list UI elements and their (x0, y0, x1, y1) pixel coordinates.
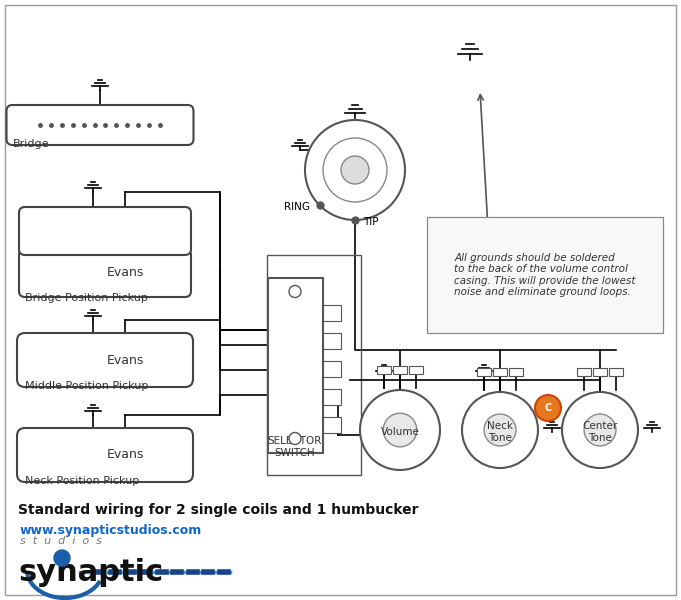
FancyBboxPatch shape (323, 417, 340, 433)
FancyBboxPatch shape (609, 368, 623, 376)
FancyBboxPatch shape (509, 368, 523, 376)
Text: Evans: Evans (106, 353, 144, 367)
Circle shape (341, 156, 369, 184)
FancyBboxPatch shape (323, 305, 340, 321)
FancyBboxPatch shape (493, 368, 507, 376)
Text: www.synapticstudios.com: www.synapticstudios.com (20, 524, 202, 537)
FancyBboxPatch shape (377, 366, 391, 374)
Circle shape (484, 414, 516, 446)
FancyBboxPatch shape (323, 361, 340, 377)
Text: RING: RING (284, 202, 310, 212)
Circle shape (584, 414, 616, 446)
FancyBboxPatch shape (323, 389, 340, 405)
FancyBboxPatch shape (17, 333, 193, 387)
FancyBboxPatch shape (19, 249, 191, 297)
Circle shape (305, 120, 405, 220)
Text: Evans: Evans (106, 449, 144, 461)
FancyBboxPatch shape (577, 368, 591, 376)
Text: synaptic: synaptic (18, 558, 163, 587)
Circle shape (562, 392, 638, 468)
FancyBboxPatch shape (268, 277, 323, 452)
Text: Evans: Evans (106, 266, 144, 280)
FancyBboxPatch shape (323, 333, 340, 349)
Text: Volume: Volume (381, 427, 419, 437)
Text: SELECTOR
SWITCH: SELECTOR SWITCH (268, 436, 322, 457)
Text: All grounds should be soldered
to the back of the volume control
casing. This wi: All grounds should be soldered to the ba… (454, 253, 636, 298)
Text: Bridge: Bridge (12, 139, 49, 149)
FancyBboxPatch shape (17, 428, 193, 482)
Text: s  t  u  d  i  o  s: s t u d i o s (20, 536, 102, 546)
Circle shape (323, 138, 387, 202)
Text: TIP: TIP (363, 217, 379, 227)
FancyBboxPatch shape (477, 368, 491, 376)
Text: C: C (544, 403, 552, 413)
FancyBboxPatch shape (393, 366, 407, 374)
FancyBboxPatch shape (7, 105, 193, 145)
Circle shape (289, 286, 301, 298)
Circle shape (360, 390, 440, 470)
Text: Neck Position Pickup: Neck Position Pickup (25, 476, 139, 486)
Circle shape (462, 392, 538, 468)
Text: Center
Tone: Center Tone (582, 421, 618, 443)
Text: Neck
Tone: Neck Tone (487, 421, 513, 443)
FancyBboxPatch shape (427, 217, 663, 333)
Circle shape (289, 433, 301, 445)
FancyBboxPatch shape (593, 368, 607, 376)
Circle shape (54, 550, 70, 566)
Text: Middle Position Pickup: Middle Position Pickup (25, 381, 148, 391)
FancyBboxPatch shape (19, 207, 191, 255)
Text: Standard wiring for 2 single coils and 1 humbucker: Standard wiring for 2 single coils and 1… (18, 503, 419, 517)
Circle shape (383, 413, 417, 447)
FancyBboxPatch shape (409, 366, 423, 374)
Circle shape (535, 395, 561, 421)
Text: Bridge Position Pickup: Bridge Position Pickup (25, 293, 148, 303)
